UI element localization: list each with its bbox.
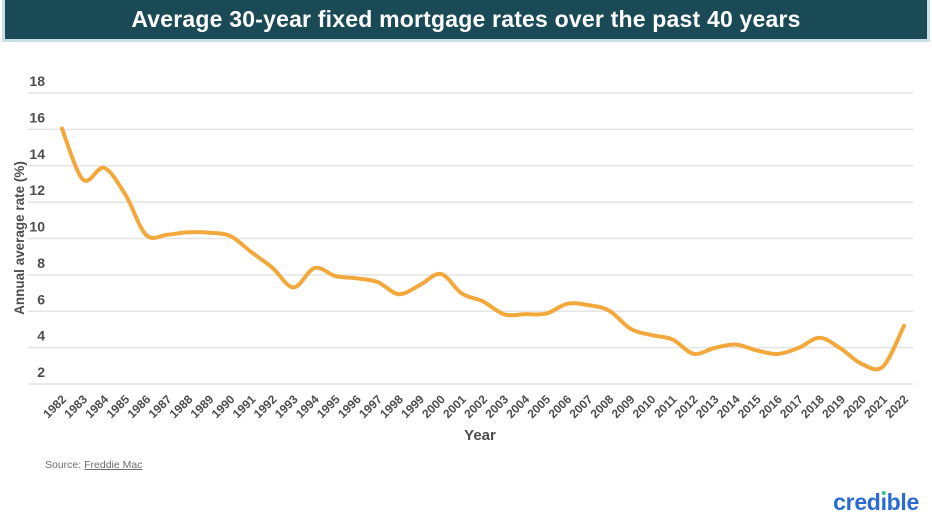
y-axis-title: Annual average rate (%): [12, 161, 27, 315]
y-tick-label-6: 6: [37, 291, 45, 307]
y-tick-label-12: 12: [29, 182, 45, 198]
source-label: Source:: [45, 459, 85, 471]
credible-logo[interactable]: credıble: [833, 489, 919, 516]
logo-i-dot: ı: [880, 489, 887, 515]
y-tick-label-4: 4: [37, 328, 45, 344]
y-tick-label-8: 8: [37, 255, 45, 271]
x-tick-label-2022: 2022: [882, 392, 911, 421]
logo-text-pre: cred: [833, 489, 881, 515]
source-link[interactable]: Freddie Mac: [84, 459, 143, 471]
y-tick-label-10: 10: [29, 219, 45, 235]
chart-title: Average 30-year fixed mortgage rates ove…: [131, 6, 801, 32]
y-tick-label-14: 14: [29, 146, 45, 162]
x-axis-title: Year: [464, 427, 496, 444]
logo-text-post: ble: [886, 489, 920, 515]
y-tick-label-18: 18: [29, 73, 45, 89]
rate-line-series: [60, 126, 906, 372]
title-bar: Average 30-year fixed mortgage rates ove…: [2, 0, 930, 42]
y-tick-label-16: 16: [29, 109, 45, 125]
source-note: Source: Freddie Mac: [45, 459, 142, 471]
y-tick-label-2: 2: [37, 364, 45, 380]
